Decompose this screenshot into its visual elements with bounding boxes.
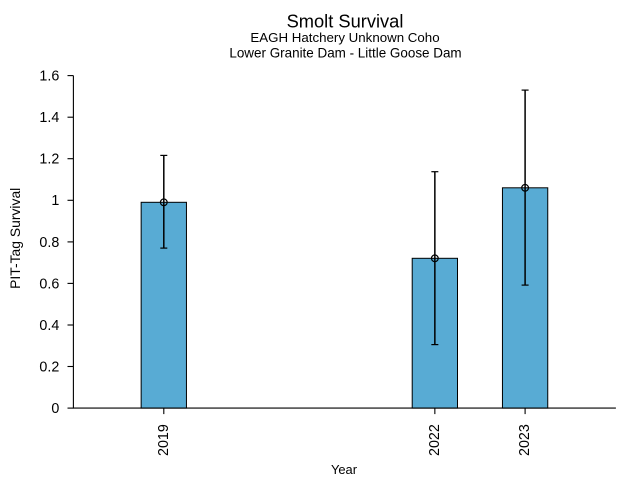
svg-text:1: 1: [51, 193, 59, 209]
svg-text:PIT-Tag Survival: PIT-Tag Survival: [7, 188, 23, 289]
svg-text:0.8: 0.8: [39, 235, 59, 251]
svg-text:1.2: 1.2: [39, 152, 59, 168]
svg-text:0.4: 0.4: [39, 318, 59, 334]
svg-text:Lower Granite Dam - Little Goo: Lower Granite Dam - Little Goose Dam: [229, 45, 461, 60]
svg-text:0: 0: [51, 401, 59, 417]
svg-text:2022: 2022: [427, 424, 443, 456]
svg-text:0.2: 0.2: [39, 359, 59, 375]
svg-text:2019: 2019: [156, 424, 172, 456]
svg-text:Year: Year: [331, 462, 358, 477]
svg-text:EAGH Hatchery Unknown Coho: EAGH Hatchery Unknown Coho: [250, 30, 439, 45]
svg-text:1.6: 1.6: [39, 69, 59, 85]
svg-text:2023: 2023: [517, 424, 533, 456]
svg-text:Smolt Survival: Smolt Survival: [287, 11, 404, 32]
svg-text:1.4: 1.4: [39, 110, 59, 126]
svg-text:0.6: 0.6: [39, 276, 59, 292]
